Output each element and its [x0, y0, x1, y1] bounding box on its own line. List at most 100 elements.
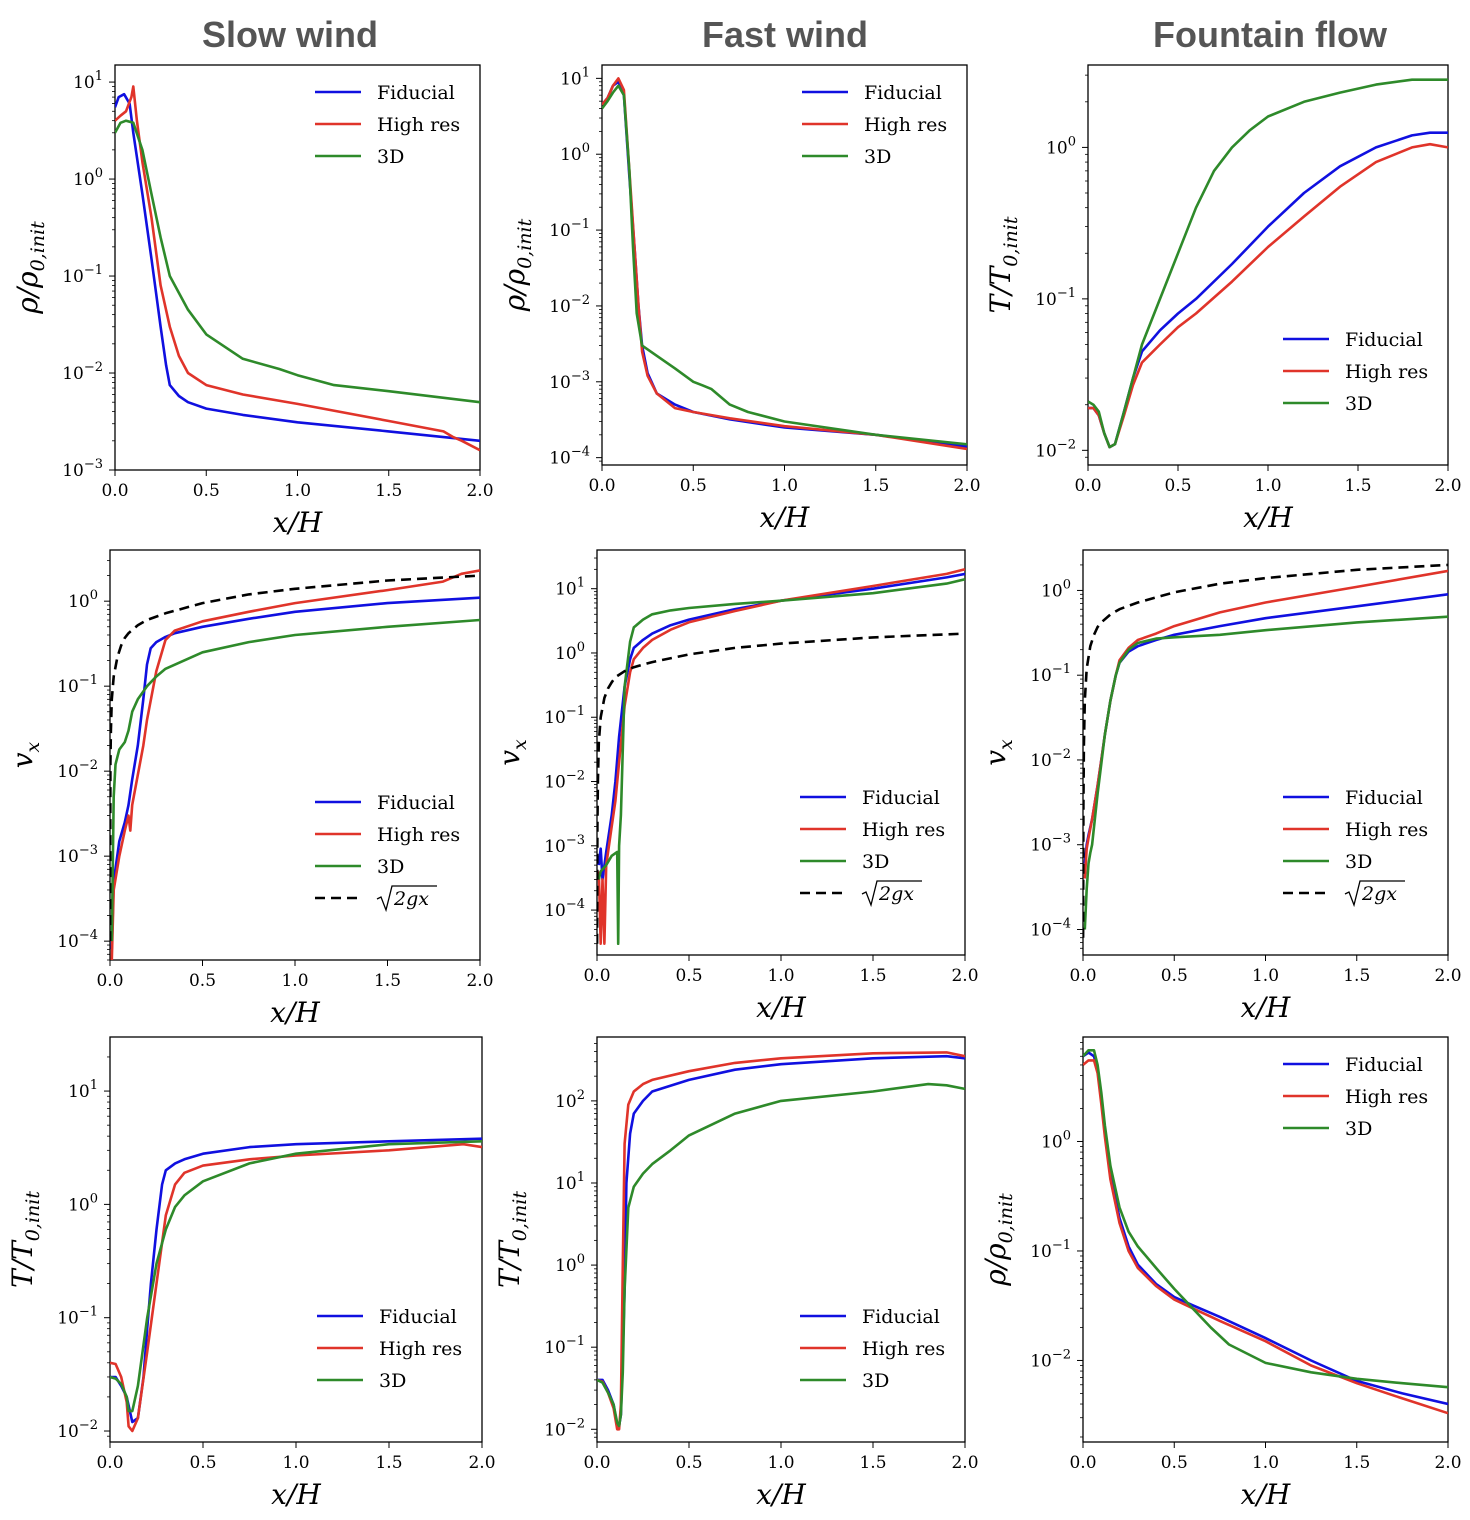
y-tick-label: 100	[1046, 134, 1076, 158]
x-tick-label: 0.0	[583, 1453, 610, 1473]
y-tick-label: 10−4	[549, 445, 590, 469]
x-tick-label: 0.5	[675, 966, 702, 986]
y-tick-label: 10−2	[57, 758, 98, 782]
series-group	[1083, 563, 1448, 938]
series-line-fiducial	[110, 596, 480, 950]
y-tick-label: 10−2	[62, 360, 103, 384]
series-line-high_res	[110, 569, 480, 960]
x-tick-label: 1.5	[1343, 1453, 1370, 1473]
series-line-fiducial	[1088, 131, 1448, 449]
y-tick-label: 10−1	[1030, 662, 1071, 686]
y-tick-label: 100	[1041, 577, 1071, 601]
x-tick-label: 1.5	[859, 1453, 886, 1473]
y-axis-label: ρ/ρ0,init	[498, 218, 536, 312]
legend-label-3d: 3D	[379, 1370, 406, 1392]
legend-label-high_res: High res	[862, 1338, 945, 1360]
x-tick-label: 1.5	[859, 966, 886, 986]
y-tick-label: 100	[68, 1191, 98, 1215]
legend-label-3d: 3D	[1345, 851, 1372, 873]
legend-label-3d: 3D	[864, 146, 891, 168]
y-tick-label: 10−4	[57, 928, 98, 952]
panel-7: 0.0 0.5 1.0 1.5 2.0 10−2 10−1 100 101 x/H T/T0,ini…	[6, 1036, 496, 1511]
series-line-3d	[1083, 615, 1448, 930]
series-line-fiducial	[115, 92, 480, 443]
x-tick-label: 2.0	[951, 966, 978, 986]
series-line-fiducial	[597, 1054, 965, 1428]
x-tick-label: 0.0	[1069, 966, 1096, 986]
legend-label-fiducial: Fiducial	[379, 1306, 457, 1328]
legend-label-3d: 3D	[862, 1370, 889, 1392]
panel-1: 0.0 0.5 1.0 1.5 2.0 10−3 10−2 10−1 100 101 x/H ρ/ρ0…	[11, 64, 494, 539]
legend-label-high_res: High res	[379, 1338, 462, 1360]
y-tick-label: 10−2	[544, 1416, 585, 1440]
y-tick-label: 101	[73, 69, 103, 93]
x-tick-label: 0.5	[1164, 476, 1191, 496]
series-line-high_res	[602, 77, 967, 451]
legend-label-3d: 3D	[1345, 1118, 1372, 1140]
x-tick-label: 0.0	[1074, 476, 1101, 496]
y-tick-label: 10−2	[57, 1418, 98, 1442]
x-axis-label: x/H	[270, 996, 320, 1029]
y-tick-label: 10−2	[1035, 437, 1076, 461]
y-tick-label: 10−1	[544, 1334, 585, 1358]
x-tick-label: 0.5	[189, 1453, 216, 1473]
y-tick-label: 10−1	[1030, 1238, 1071, 1262]
y-tick-label: 10−1	[57, 1305, 98, 1329]
x-tick-label: 0.0	[588, 476, 615, 496]
y-tick-label: 10−1	[57, 673, 98, 697]
series-line-3d	[597, 578, 965, 946]
y-tick-label: 101	[555, 1170, 585, 1194]
series-group	[115, 85, 480, 452]
y-tick-label: 10−1	[549, 217, 590, 241]
axes-frame	[1087, 64, 1449, 466]
series-line-3d	[110, 1140, 482, 1413]
series-group	[1088, 78, 1448, 449]
y-axis-label: vx	[979, 739, 1017, 766]
panel-5: 0.0 0.5 1.0 1.5 2.0 10−4 10−3 10−2 10−1 100 101 x/H…	[493, 549, 979, 1024]
series-line-3d	[597, 1082, 965, 1428]
legend-label-3d: 3D	[1345, 393, 1372, 415]
x-tick-label: 1.0	[1254, 476, 1281, 496]
panel-2: 0.0 0.5 1.0 1.5 2.0 10−4 10−3 10−2 10−1 100 101 x/H…	[498, 64, 981, 534]
series-line-high_res	[597, 1051, 965, 1431]
x-tick-label: 1.5	[862, 476, 889, 496]
legend-label-high_res: High res	[1345, 1086, 1428, 1108]
legend-label-high_res: High res	[1345, 361, 1428, 383]
x-axis-label: x/H	[756, 991, 806, 1024]
series-group	[110, 569, 480, 960]
y-tick-label: 101	[560, 65, 590, 89]
y-tick-label: 100	[560, 141, 590, 165]
legend-label-fiducial: Fiducial	[1345, 1054, 1423, 1076]
x-tick-label: 1.0	[284, 481, 311, 501]
x-tick-label: 0.5	[193, 481, 220, 501]
legend-label-high_res: High res	[377, 824, 460, 846]
legend-label-fiducial: Fiducial	[862, 1306, 940, 1328]
series-group	[597, 1051, 965, 1431]
y-axis-label: T/T0,init	[984, 216, 1022, 313]
legend-label-fiducial: Fiducial	[864, 82, 942, 104]
x-tick-label: 0.0	[96, 971, 123, 991]
legend-label-3d: 3D	[862, 851, 889, 873]
x-tick-label: 0.0	[1069, 1453, 1096, 1473]
y-tick-label: 102	[555, 1088, 585, 1112]
x-tick-label: 2.0	[953, 476, 980, 496]
legend-label-high_res: High res	[864, 114, 947, 136]
column-title-fountain-flow: Fountain flow	[1153, 14, 1388, 55]
y-tick-label: 10−1	[544, 704, 585, 728]
x-axis-label: x/H	[1241, 1478, 1291, 1511]
y-axis-label: T/T0,init	[6, 1191, 44, 1288]
series-group	[597, 568, 965, 946]
x-tick-label: 1.5	[1343, 966, 1370, 986]
y-tick-label: 10−2	[549, 293, 590, 317]
y-tick-label: 10−1	[1035, 286, 1076, 310]
series-line-high_res	[115, 85, 480, 452]
x-tick-label: 1.0	[282, 1453, 309, 1473]
x-tick-label: 1.5	[375, 1453, 402, 1473]
legend-radical-sign	[861, 880, 922, 908]
panel-8: 0.0 0.5 1.0 1.5 2.0 10−2 10−1 100 101 102 x/H T/T0,…	[493, 1036, 979, 1511]
y-tick-label: 10−3	[549, 369, 590, 393]
series-line-3d	[115, 119, 480, 404]
x-tick-label: 1.5	[1344, 476, 1371, 496]
x-tick-label: 0.0	[101, 481, 128, 501]
